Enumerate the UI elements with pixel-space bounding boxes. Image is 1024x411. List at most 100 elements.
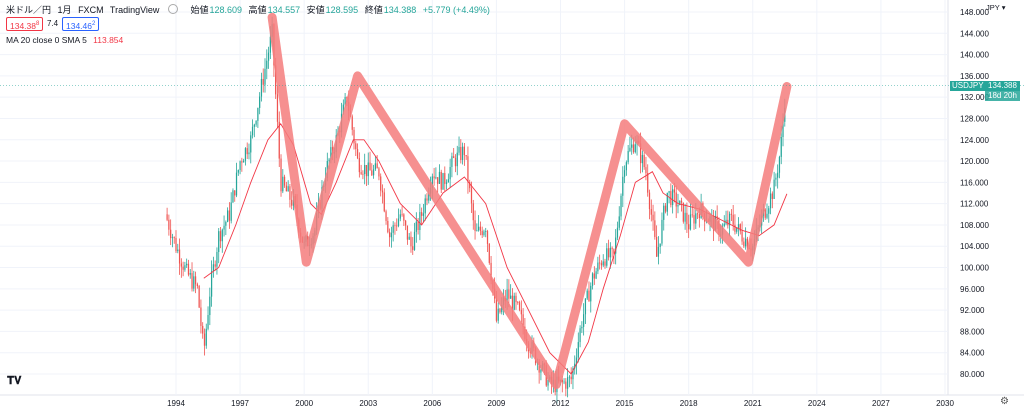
candle-body: [234, 190, 236, 196]
candle-body: [230, 202, 232, 221]
candle-body: [186, 263, 188, 266]
candle-body: [212, 264, 215, 272]
candle-body: [276, 94, 279, 122]
interval[interactable]: 1月: [57, 5, 72, 15]
candle-body: [666, 192, 668, 212]
candle-body: [501, 304, 503, 313]
candle-body: [609, 247, 611, 258]
candle-body: [396, 225, 398, 227]
candle-body: [625, 162, 627, 171]
candle-body: [574, 363, 576, 369]
candle-body: [606, 248, 608, 266]
candle-body: [739, 224, 741, 232]
candle-body: [387, 220, 389, 233]
candle-body: [618, 216, 620, 228]
candle-body: [283, 176, 286, 186]
candle-body: [746, 238, 749, 249]
candle-body: [207, 315, 209, 329]
candle-body: [406, 225, 409, 240]
candle-body: [424, 198, 426, 214]
candle-body: [766, 213, 768, 218]
candle-body: [775, 177, 777, 180]
time-axis[interactable]: 1994 1997 2000 2003 2006 2009 2012 2015 2018 2021…: [167, 399, 954, 408]
symbol-name[interactable]: 米ドル／円: [6, 5, 52, 15]
candle-body: [237, 170, 239, 173]
candle-body: [442, 173, 444, 190]
candle-body: [581, 326, 583, 329]
candle-body: [209, 296, 211, 316]
time-tick-label: 2012: [552, 399, 570, 408]
candle-body: [255, 120, 257, 125]
candle-body: [599, 262, 601, 264]
sell-price: 134.38: [10, 20, 36, 31]
candle-body: [688, 224, 690, 230]
candle-body: [228, 210, 231, 221]
candle-body: [664, 205, 667, 212]
candle-body: [166, 214, 168, 220]
time-tick-label: 2015: [616, 399, 634, 408]
candle-body: [463, 146, 465, 156]
candle-body: [723, 223, 725, 227]
candle-body: [695, 213, 697, 224]
candle-body: [413, 231, 416, 250]
candle-body: [269, 36, 271, 53]
candle-body: [362, 173, 364, 175]
candle-body: [170, 229, 172, 239]
candle-body: [577, 342, 579, 358]
candle-body: [403, 214, 405, 221]
candle-body: [226, 210, 229, 222]
sell-button[interactable]: 134.388: [6, 17, 44, 31]
gear-icon[interactable]: ⚙: [1000, 396, 1009, 407]
candle-body: [656, 236, 658, 257]
candle-body: [241, 161, 243, 163]
buy-button[interactable]: 134.462: [62, 17, 100, 31]
candle-body: [433, 176, 435, 179]
candle-body: [461, 146, 464, 161]
candle-body: [194, 276, 197, 285]
candle-body: [575, 357, 578, 364]
candle-body: [652, 214, 654, 221]
candle-body: [203, 333, 206, 346]
candle-body: [769, 193, 772, 209]
candle-body: [570, 376, 572, 380]
candle-body: [184, 265, 186, 270]
candle-body: [661, 219, 663, 244]
candle-body: [365, 164, 368, 177]
candle-body: [202, 325, 204, 334]
price-tick-label: 148.000: [960, 8, 989, 17]
candle-body: [445, 182, 448, 184]
tradingview-logo-icon[interactable]: 𝐓𝐕: [7, 375, 22, 387]
low-label: 安値: [306, 5, 325, 15]
candle-body: [260, 78, 263, 97]
candle-body: [611, 247, 613, 250]
currency-selector[interactable]: JPY ▾: [986, 3, 1005, 12]
candle-body: [547, 379, 549, 386]
sell-price-sup: 8: [36, 21, 40, 27]
candle-body: [431, 176, 433, 189]
candle-body: [401, 214, 403, 216]
candle-body: [470, 188, 473, 204]
indicator-legend[interactable]: MA 20 close 0 SMA 5 113.854: [6, 35, 123, 45]
candle-body: [629, 147, 631, 152]
candle-body: [381, 190, 384, 193]
price-axis[interactable]: 80.000 84.000 88.000 92.000 96.000 100.000 104…: [960, 8, 989, 379]
candle-body: [677, 205, 679, 207]
price-tick-label: 100.000: [960, 264, 989, 273]
spread: 7.4: [47, 19, 59, 28]
high-value: 134.557: [267, 5, 301, 15]
candle-body: [727, 219, 729, 226]
price-tick-label: 112.000: [960, 200, 989, 209]
candle-body: [631, 144, 633, 148]
candle-body: [654, 220, 656, 237]
candle-body: [513, 295, 515, 310]
candle-body: [588, 290, 590, 302]
time-tick-label: 2021: [744, 399, 762, 408]
candle-body: [330, 147, 332, 160]
candle-body: [178, 249, 181, 264]
candle-body: [412, 246, 414, 250]
candle-body: [734, 224, 736, 232]
candle-body: [679, 200, 681, 206]
price-tick-label: 120.000: [960, 157, 989, 166]
price-tick-label: 140.000: [960, 51, 989, 60]
